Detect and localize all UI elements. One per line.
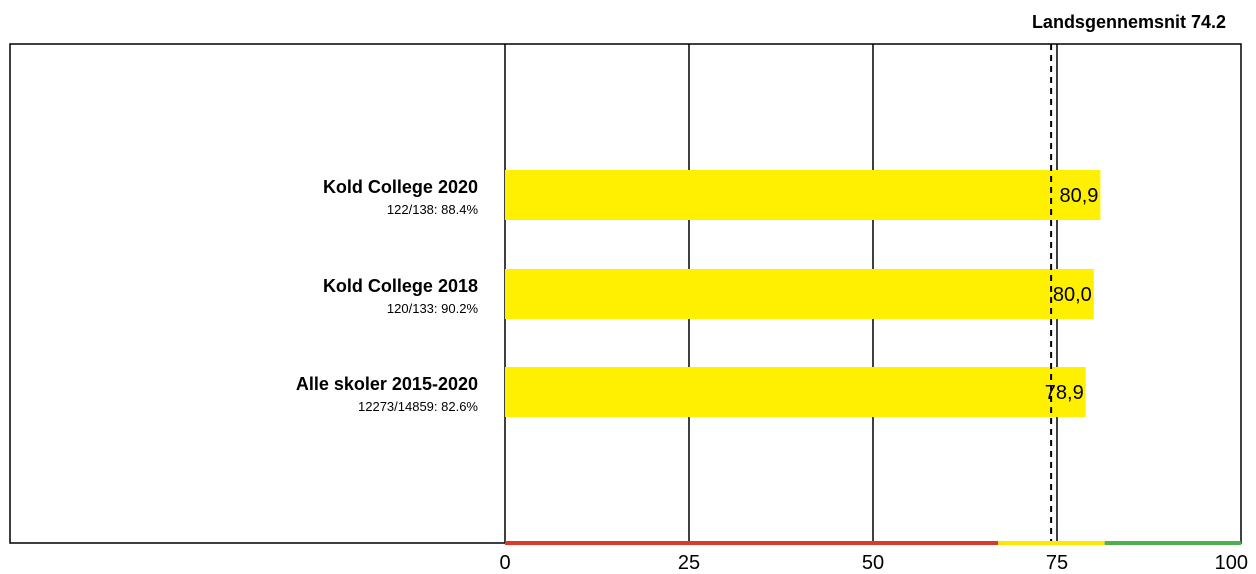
category-label: Kold College 2020 (323, 177, 478, 197)
x-tick-label: 25 (678, 552, 700, 574)
x-tick-label: 50 (862, 552, 884, 574)
x-tick-label: 100 (1215, 552, 1248, 574)
baseline-band (505, 541, 999, 545)
x-tick-label: 0 (499, 552, 510, 574)
value-label: 78,9 (1045, 382, 1084, 404)
bar (505, 269, 1094, 319)
reference-line-label: Landsgennemsnit 74.2 (1032, 12, 1226, 32)
category-subtitle: 120/133: 90.2% (387, 301, 479, 316)
value-label: 80,9 (1059, 185, 1098, 207)
baseline-band (1104, 541, 1241, 545)
value-label: 80,0 (1053, 284, 1092, 306)
category-label: Kold College 2018 (323, 276, 478, 296)
category-subtitle: 122/138: 88.4% (387, 202, 479, 217)
bar (505, 170, 1101, 220)
baseline-band (998, 541, 1105, 545)
category-subtitle: 12273/14859: 82.6% (358, 399, 478, 414)
category-label: Alle skoler 2015-2020 (296, 374, 478, 394)
bar (505, 367, 1086, 417)
x-tick-label: 75 (1046, 552, 1068, 574)
